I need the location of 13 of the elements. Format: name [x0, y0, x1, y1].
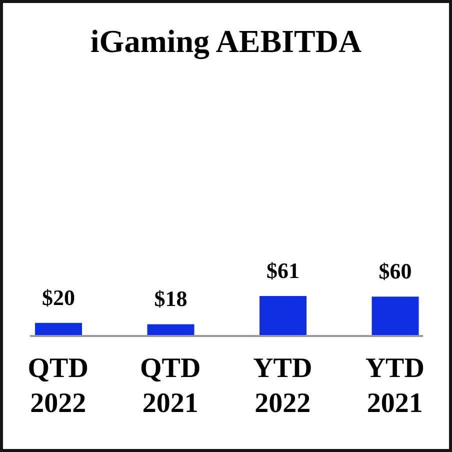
data-label: $20 — [42, 284, 75, 310]
data-label: $60 — [378, 258, 412, 284]
x-tick-label: QTD 2021 — [140, 353, 201, 419]
data-label: $61 — [266, 258, 300, 283]
data-label: $18 — [154, 286, 188, 312]
bar — [260, 296, 306, 336]
x-tick-label: YTD 2022 — [253, 353, 312, 419]
chart-title: iGaming AEBITDA — [89, 23, 363, 59]
bar — [147, 324, 194, 336]
x-tick-label: YTD 2021 — [365, 353, 424, 419]
bar — [35, 322, 82, 336]
bar — [372, 296, 419, 336]
x-tick-label: QTD 2022 — [28, 353, 88, 419]
